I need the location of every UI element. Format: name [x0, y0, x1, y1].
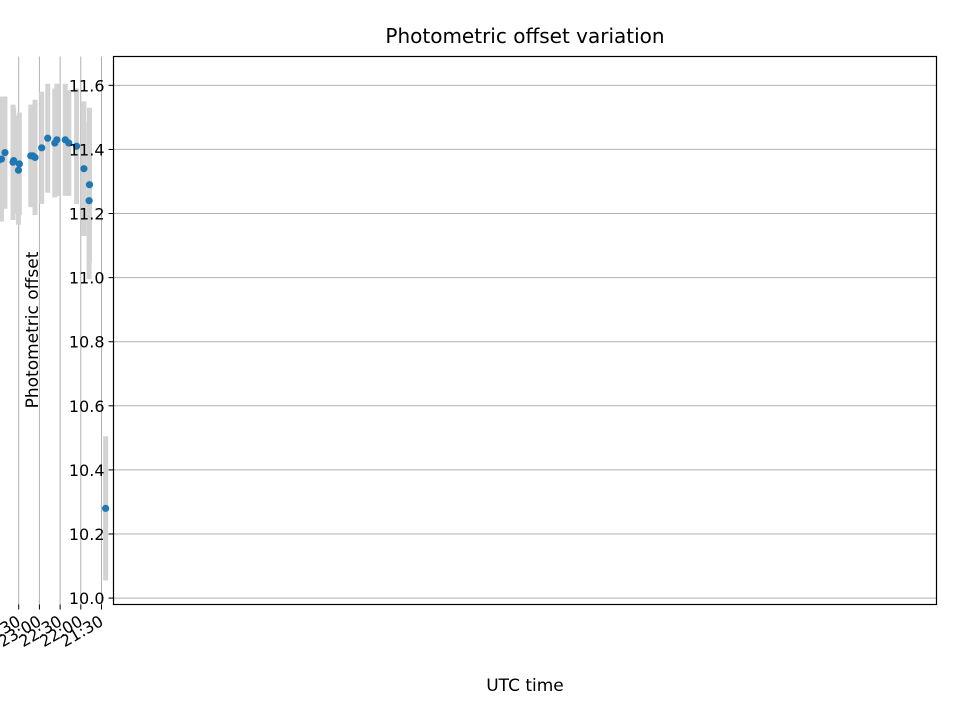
data-point — [1, 149, 9, 157]
y-axis-ticks: 10.0 10.2 10.4 10.6 10.8 11.0 11.2 11.4 11.6 — [69, 76, 114, 608]
y-tick-label: 10.6 — [69, 397, 105, 416]
y-tick-label: 10.0 — [69, 589, 105, 608]
data-point — [51, 139, 59, 147]
data-point-layer — [0, 134, 110, 512]
y-tick-label: 11.2 — [69, 205, 105, 224]
data-point — [72, 142, 81, 150]
chart-title: Photometric offset variation — [385, 24, 664, 48]
data-point — [27, 152, 35, 160]
y-axis-label: Photometric offset — [23, 251, 43, 408]
y-tick-label: 11.4 — [69, 140, 105, 159]
data-point — [44, 134, 52, 142]
y-tick-label: 11.0 — [69, 269, 105, 288]
data-point — [102, 504, 110, 512]
data-point — [85, 181, 94, 189]
data-point — [15, 160, 23, 168]
data-point — [80, 165, 88, 173]
y-tick-label: 10.4 — [69, 461, 105, 480]
y-tick-label: 10.8 — [69, 333, 105, 352]
data-point — [61, 136, 69, 144]
plot-frame — [112, 55, 938, 606]
data-point — [85, 197, 93, 205]
data-point — [14, 166, 23, 174]
grid-layer — [18, 56, 937, 605]
data-point — [0, 157, 2, 164]
y-tick-label: 11.6 — [69, 76, 105, 95]
y-tick-label: 10.2 — [69, 525, 105, 544]
x-axis-label: UTC time — [486, 676, 564, 696]
data-point — [38, 144, 46, 152]
data-point — [9, 158, 17, 166]
